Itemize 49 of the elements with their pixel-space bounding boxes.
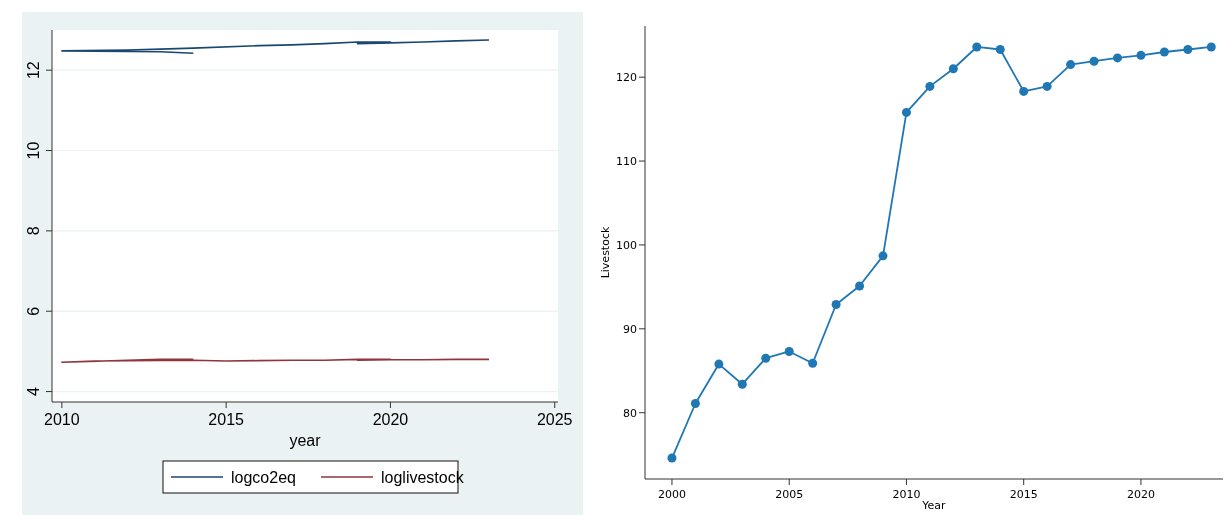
point <box>1042 81 1052 91</box>
x-tick-label: 2025 <box>536 410 573 428</box>
y-tick-label: 10 <box>25 141 42 160</box>
point <box>714 359 724 369</box>
y-tick-label: 6 <box>25 306 42 316</box>
x-axis-title: year <box>289 432 322 449</box>
point <box>690 399 700 408</box>
y-tick-label: 120 <box>616 71 637 85</box>
point <box>1089 56 1099 66</box>
point <box>761 353 771 363</box>
point <box>1159 47 1169 57</box>
point <box>1112 53 1122 63</box>
point <box>901 107 911 117</box>
point <box>737 379 747 389</box>
y-tick-label: 80 <box>623 406 637 420</box>
legend-label: logco2eq <box>231 468 296 486</box>
x-tick-label: 2015 <box>208 410 245 428</box>
point <box>972 42 982 52</box>
point <box>1136 50 1146 60</box>
x-tick-label: 2000 <box>657 487 686 501</box>
line-series <box>61 39 490 55</box>
point <box>1206 42 1216 52</box>
x-tick-label: 2020 <box>1126 487 1155 501</box>
x-tick-label: 2005 <box>775 487 804 501</box>
point <box>784 346 794 356</box>
point <box>831 300 841 310</box>
legend-label: loglivestock <box>381 468 465 486</box>
point <box>667 453 677 463</box>
x-tick-label: 2010 <box>892 487 921 501</box>
y-tick-label: 90 <box>623 322 637 336</box>
point <box>1066 60 1076 70</box>
point <box>948 64 958 74</box>
y-tick-label: 4 <box>25 387 42 397</box>
y-tick-label: 8 <box>25 226 42 236</box>
x-tick-label: 2015 <box>1009 487 1038 501</box>
x-tick-label: 2010 <box>44 410 80 428</box>
point <box>878 251 888 261</box>
y-axis-title: Livestock <box>599 226 612 279</box>
point <box>1019 86 1029 96</box>
x-axis-title: Year <box>921 499 947 512</box>
y-tick-label: 100 <box>616 238 637 252</box>
y-tick-label: 12 <box>25 61 42 80</box>
point <box>1183 44 1193 54</box>
point <box>925 81 935 91</box>
x-tick-label: 2020 <box>372 410 409 428</box>
point <box>995 44 1005 54</box>
point <box>808 358 818 368</box>
point <box>855 281 865 291</box>
y-tick-label: 110 <box>616 154 637 168</box>
